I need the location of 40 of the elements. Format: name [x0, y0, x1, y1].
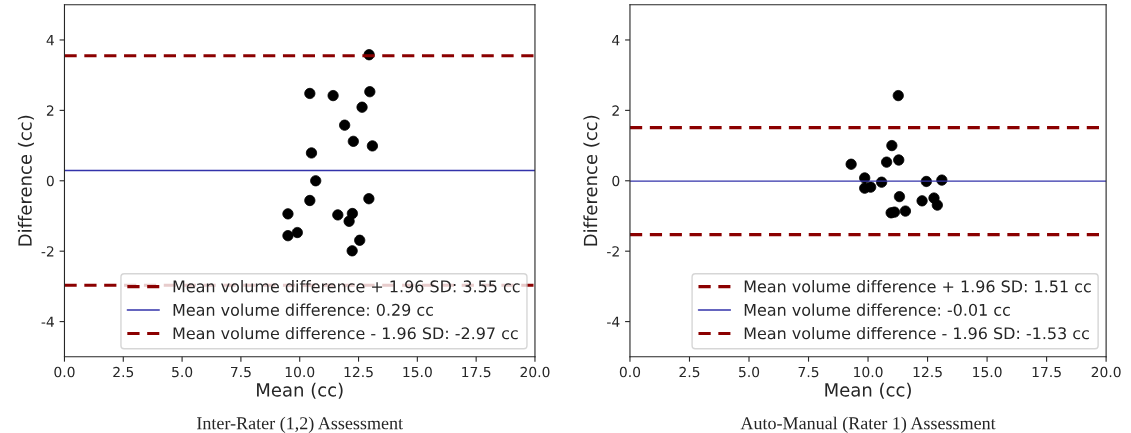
- x-tick-label: 7.5: [231, 366, 251, 378]
- x-tick-label: 10.0: [285, 366, 315, 378]
- x-tick-label: 0.0: [54, 366, 75, 378]
- y-tick-label: 2: [46, 105, 54, 116]
- legend-label: Mean volume difference + 1.96 SD: 3.55 cc: [173, 280, 520, 293]
- x-tick-label: 0.0: [619, 366, 641, 378]
- y-tick-label: -2: [41, 246, 54, 257]
- x-tick-label: 2.5: [113, 366, 134, 378]
- x-tick-label: 2.5: [679, 366, 700, 378]
- y-tick-label: -2: [607, 246, 619, 257]
- x-tick-label: 5.0: [172, 366, 193, 378]
- x-tick-label: 17.5: [462, 366, 491, 378]
- x-tick-label: 12.5: [913, 366, 942, 378]
- y-tick-label: 2: [612, 105, 619, 116]
- x-axis-title: Mean (cc): [257, 382, 343, 399]
- y-axis-title: Difference (cc): [583, 115, 600, 246]
- legend-label: Mean volume difference: -0.01 cc: [744, 303, 1010, 316]
- x-tick-label: 12.5: [344, 366, 373, 378]
- x-tick-label: 7.5: [798, 366, 819, 378]
- x-tick-label: 20.0: [1091, 366, 1121, 378]
- x-tick-label: 17.5: [1032, 366, 1061, 378]
- x-tick-label: 10.0: [854, 366, 883, 378]
- x-tick-label: 15.0: [973, 366, 1002, 378]
- x-tick-label: 5.0: [739, 366, 760, 378]
- x-tick-label: 20.0: [520, 366, 550, 378]
- y-tick-label: -4: [41, 316, 54, 327]
- x-tick-label: 15.0: [403, 366, 432, 378]
- y-axis-title: Difference (cc): [17, 115, 34, 246]
- y-tick-label: 4: [612, 35, 620, 46]
- y-tick-label: 4: [46, 35, 54, 46]
- legend-label: Mean volume difference - 1.96 SD: -1.53 cc: [744, 326, 1089, 340]
- legend-label: Mean volume difference - 1.96 SD: -2.97 cc: [173, 326, 518, 340]
- legend-label: Mean volume difference: 0.29 cc: [173, 303, 433, 316]
- y-tick-label: 0: [612, 175, 620, 187]
- y-tick-label: -4: [607, 316, 620, 327]
- text: Inter-Rater (1,2) Assessment: [197, 416, 403, 433]
- legend-label: Mean volume difference + 1.96 SD: 1.51 cc: [744, 280, 1091, 293]
- y-tick-label: 0: [46, 175, 54, 187]
- text: Auto-Manual (Rater 1) Assessment: [740, 416, 996, 433]
- x-axis-title: Mean (cc): [825, 382, 911, 399]
